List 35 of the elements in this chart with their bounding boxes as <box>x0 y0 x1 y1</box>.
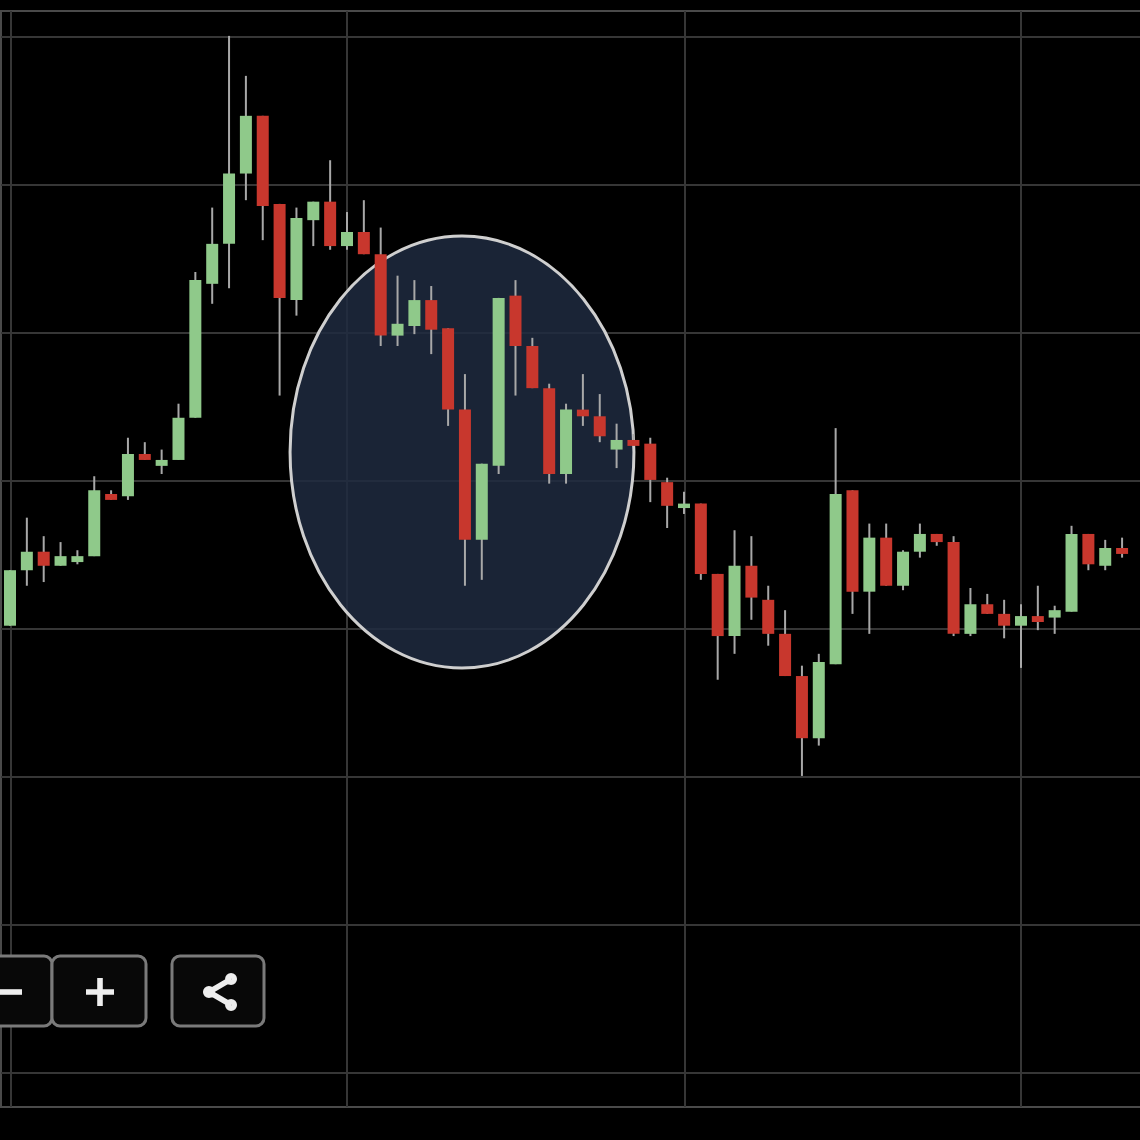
candlestick <box>324 159 337 251</box>
candlestick <box>1014 603 1027 669</box>
candlestick <box>762 584 775 647</box>
candlestick <box>897 549 910 592</box>
candlestick <box>644 436 657 504</box>
candlestick <box>661 476 674 530</box>
candlestick <box>425 285 438 356</box>
candlestick <box>155 448 168 476</box>
candlestick <box>1031 584 1044 632</box>
candlestick <box>1099 538 1112 572</box>
candlestick <box>121 436 134 501</box>
candlestick <box>357 199 370 256</box>
candlestick <box>964 586 977 638</box>
candlestick <box>610 422 623 470</box>
candlestick <box>408 279 421 336</box>
candlestick <box>307 200 320 248</box>
candlestick <box>745 535 758 621</box>
candlestick <box>779 609 792 678</box>
candlestick <box>998 598 1011 640</box>
candlestick <box>913 522 926 559</box>
candlestick <box>391 274 404 347</box>
candlestick <box>576 373 589 427</box>
candlestick <box>981 592 994 615</box>
candlestick <box>54 541 67 567</box>
candlestick <box>1082 532 1095 572</box>
candlestick <box>172 402 185 461</box>
candlestick <box>1116 536 1129 559</box>
candlestick <box>1048 604 1061 635</box>
candlestick <box>206 206 219 305</box>
candlestick <box>20 516 33 587</box>
candlestick <box>593 393 606 444</box>
candlestick <box>526 336 539 390</box>
candlestick <box>677 490 690 515</box>
candlestick <box>37 535 50 584</box>
candlestick <box>340 211 353 251</box>
